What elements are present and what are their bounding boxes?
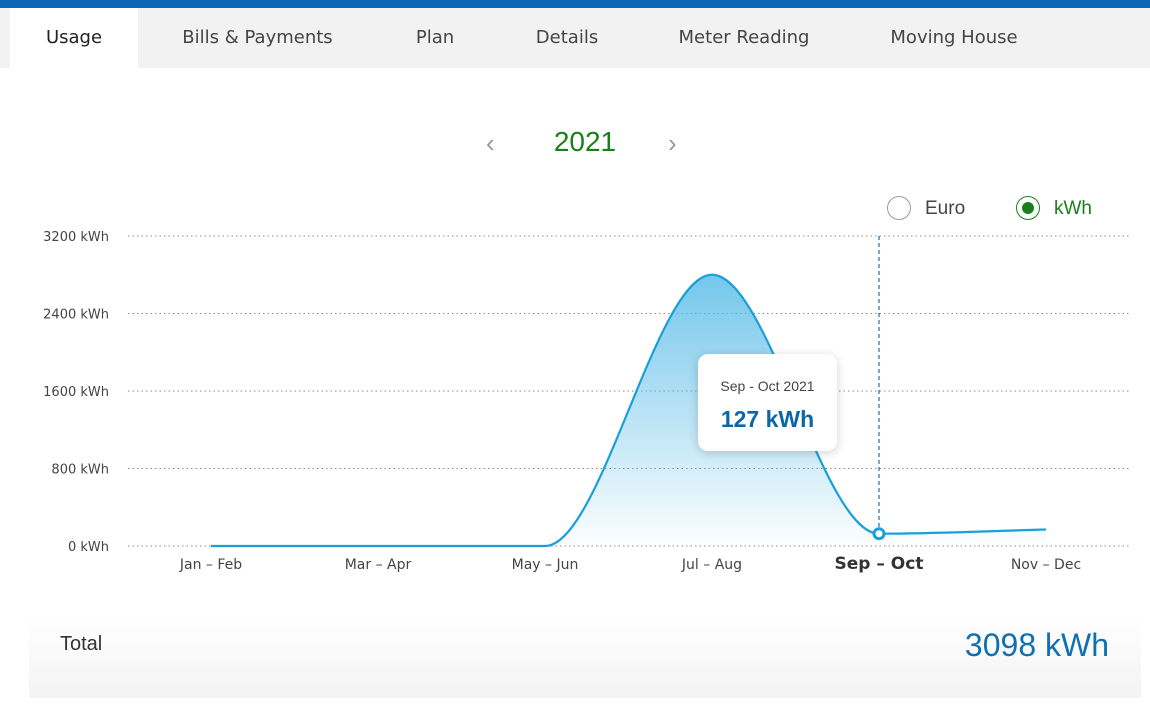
tab-details[interactable]: Details [535, 27, 599, 48]
chevron-right-icon[interactable]: › [668, 128, 677, 158]
x-tick-label: Jul – Aug [681, 557, 742, 573]
unit-option-euro-label: Euro [925, 198, 966, 219]
year-label: 2021 [553, 126, 617, 157]
y-tick-label: 800 kWh [51, 463, 109, 478]
tab-bills-payments[interactable]: Bills & Payments [182, 27, 333, 48]
tab-bar: Usage Bills & Payments Plan Details Mete… [0, 8, 1150, 68]
x-tick-label: Nov – Dec [1011, 557, 1081, 573]
total-value: 3098 kWh [964, 627, 1109, 663]
radio-unchecked-icon [887, 196, 911, 220]
chart-tooltip: Sep - Oct 2021 127 kWh [698, 354, 837, 451]
tab-moving-house[interactable]: Moving House [890, 27, 1018, 48]
x-tick-label: Sep – Oct [835, 554, 924, 574]
tab-meter-reading[interactable]: Meter Reading [678, 27, 810, 48]
y-tick-label: 1600 kWh [43, 385, 109, 400]
y-tick-label: 3200 kWh [43, 230, 109, 245]
x-tick-label: Mar – Apr [345, 557, 412, 573]
highlighted-data-point [872, 527, 886, 541]
unit-option-kwh-label: kWh [1054, 198, 1092, 219]
chevron-left-icon[interactable]: ‹ [486, 128, 495, 158]
tab-usage[interactable]: Usage [10, 8, 138, 68]
tab-plan[interactable]: Plan [415, 27, 455, 48]
x-tick-label: May – Jun [512, 557, 579, 573]
radio-checked-icon [1016, 196, 1040, 220]
y-tick-label: 0 kWh [68, 540, 109, 555]
x-tick-label: Jan – Feb [179, 557, 242, 573]
year-navigator: ‹ 2021 › [480, 118, 690, 174]
top-accent-bar [0, 0, 1150, 8]
tooltip-title: Sep - Oct 2021 [720, 378, 815, 394]
total-panel: Total 3098 kWh [29, 615, 1141, 698]
y-tick-label: 2400 kWh [43, 308, 109, 323]
tooltip-value: 127 kWh [720, 406, 815, 432]
total-label: Total [60, 633, 103, 655]
